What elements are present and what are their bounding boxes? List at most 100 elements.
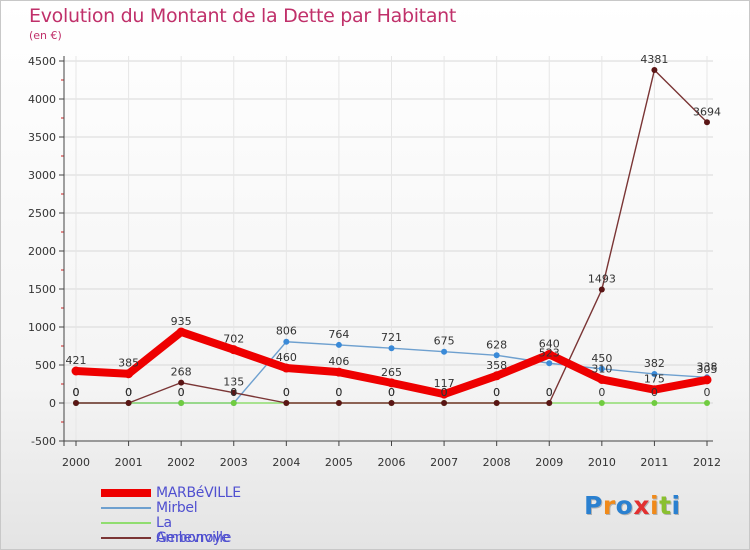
data-point-ambonville (388, 400, 395, 406)
data-label-marb-ville: 175 (644, 373, 665, 386)
legend-swatch (101, 507, 151, 509)
data-point-mirbel (335, 341, 342, 348)
y-tick-label: 1000 (28, 321, 56, 334)
data-point-la-genevroye (704, 400, 710, 406)
data-label-la-genevroye: 0 (546, 386, 553, 399)
data-point-la-genevroye (598, 400, 605, 406)
data-label-la-genevroye: 0 (651, 386, 658, 399)
data-label-la-genevroye: 0 (441, 386, 448, 399)
data-point-mirbel (441, 348, 448, 355)
data-point-marb-ville (544, 349, 554, 359)
data-label-marb-ville: 358 (486, 359, 507, 372)
y-tick-label: 0 (49, 397, 56, 410)
data-point-marb-ville (702, 375, 712, 385)
data-point-ambonville (335, 400, 342, 406)
x-tick-label: 2004 (272, 456, 300, 469)
logo-letter: t (659, 491, 672, 520)
data-point-ambonville (178, 379, 185, 386)
data-point-ambonville (651, 67, 658, 74)
data-label-marb-ville: 265 (381, 366, 402, 379)
logo-letter: P (584, 491, 603, 520)
data-point-mirbel (546, 360, 553, 367)
data-point-ambonville (230, 389, 237, 396)
data-point-mirbel (493, 352, 500, 359)
data-point-marb-ville (597, 374, 607, 384)
x-tick-label: 2009 (535, 456, 563, 469)
x-tick-label: 2003 (220, 456, 248, 469)
data-label-mirbel: 721 (381, 331, 402, 344)
data-label-mirbel: 675 (434, 335, 455, 348)
logo-letter: o (615, 491, 634, 520)
legend-label: La Genevroye (156, 515, 230, 546)
data-label-la-genevroye: 0 (388, 386, 395, 399)
logo-letter: r (602, 491, 616, 520)
data-point-mirbel (283, 338, 290, 345)
x-tick-label: 2002 (167, 456, 195, 469)
x-tick-label: 2006 (378, 456, 406, 469)
legend-swatch (101, 522, 151, 524)
data-label-mirbel: 806 (276, 325, 297, 338)
y-tick-label: -500 (31, 435, 56, 448)
data-point-la-genevroye (178, 400, 185, 406)
data-point-ambonville (441, 400, 448, 406)
y-tick-label: 1500 (28, 283, 56, 296)
logo-letter: x (633, 491, 650, 520)
data-label-la-genevroye: 0 (230, 386, 237, 399)
data-label-mirbel: 450 (591, 352, 612, 365)
data-point-ambonville (125, 400, 132, 406)
data-label-ambonville: 0 (493, 386, 500, 399)
data-label-mirbel: 0 (230, 386, 237, 399)
data-label-mirbel: 628 (486, 338, 507, 351)
data-label-mirbel: 764 (328, 328, 349, 341)
x-tick-label: 2010 (588, 456, 616, 469)
data-label-mirbel: 0 (178, 386, 185, 399)
data-label-la-genevroye: 0 (125, 386, 132, 399)
data-label-la-genevroye: 0 (73, 386, 80, 399)
data-point-ambonville (493, 400, 500, 406)
data-label-marb-ville: 117 (434, 377, 455, 390)
y-tick-label: 2000 (28, 245, 56, 258)
data-label-la-genevroye: 0 (598, 386, 605, 399)
chart-title: Evolution du Montant de la Dette par Hab… (29, 5, 457, 27)
legend-label: MARBéVILLE (156, 485, 241, 501)
data-label-ambonville: 0 (73, 386, 80, 399)
logo-letter: i (671, 491, 681, 520)
data-label-marb-ville: 640 (539, 337, 560, 350)
data-label-ambonville: 1493 (588, 273, 616, 286)
data-label-marb-ville: 310 (591, 362, 612, 375)
chart-subtitle: (en €) (29, 29, 62, 42)
data-label-ambonville: 0 (335, 386, 342, 399)
data-label-ambonville: 268 (171, 366, 192, 379)
data-label-la-genevroye: 0 (493, 386, 500, 399)
data-label-la-genevroye: 0 (178, 386, 185, 399)
data-point-mirbel (651, 370, 658, 377)
legend-swatch (101, 489, 151, 497)
x-tick-label: 2007 (430, 456, 458, 469)
x-tick-label: 2005 (325, 456, 353, 469)
data-label-marb-ville: 935 (171, 315, 192, 328)
x-tick-label: 2012 (693, 456, 721, 469)
data-point-marb-ville (387, 378, 396, 388)
y-tick-label: 3500 (28, 131, 56, 144)
x-tick-label: 2011 (640, 456, 668, 469)
y-tick-label: 4500 (28, 55, 56, 68)
data-point-marb-ville (176, 327, 186, 337)
data-label-mirbel: 0 (125, 386, 132, 399)
y-tick-label: 3000 (28, 169, 56, 182)
data-point-ambonville (546, 400, 553, 406)
y-tick-label: 500 (35, 359, 56, 372)
data-label-ambonville: 4381 (640, 53, 668, 66)
data-point-ambonville (704, 119, 710, 126)
data-point-marb-ville (124, 369, 134, 379)
data-label-ambonville: 0 (388, 386, 395, 399)
x-tick-label: 2000 (62, 456, 90, 469)
logo-letter: i (650, 491, 660, 520)
legend-label: Ambonville (156, 530, 232, 546)
data-label-mirbel: 382 (644, 357, 665, 370)
data-label-la-genevroye: 0 (704, 386, 711, 399)
data-label-ambonville: 3694 (693, 105, 721, 118)
legend-label: Mirbel (156, 500, 198, 516)
data-point-marb-ville (439, 389, 449, 399)
